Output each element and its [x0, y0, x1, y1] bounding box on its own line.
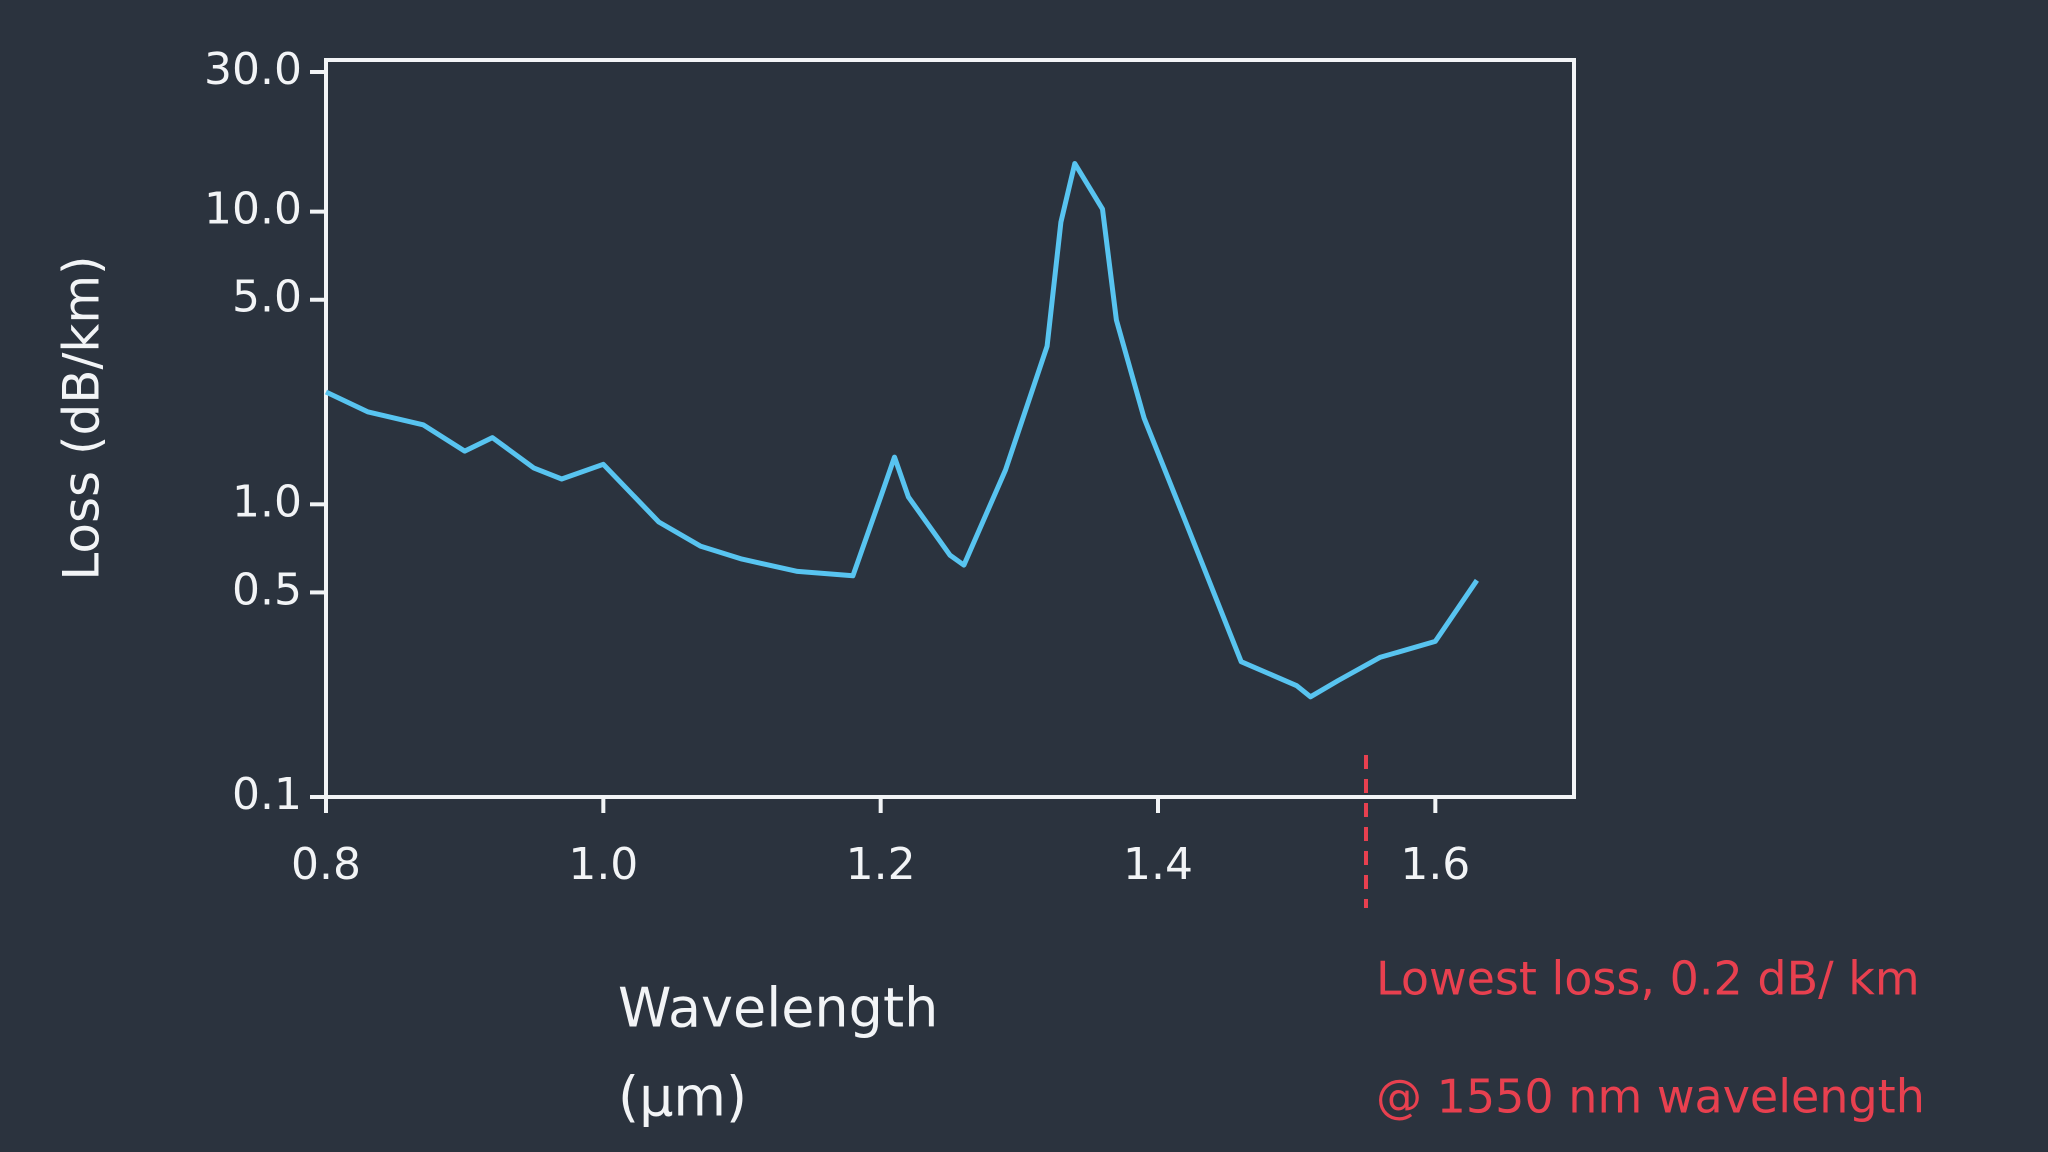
y-tick-label: 5.0 [232, 272, 302, 323]
annotation-text: Lowest loss, 0.2 dB/ km [1376, 952, 1920, 1006]
plot-frame [324, 58, 1576, 799]
y-tick-label: 0.1 [232, 769, 302, 820]
x-tick-label: 1.0 [568, 839, 638, 890]
x-tick-label: 1.4 [1123, 839, 1193, 890]
y-tick-label: 30.0 [204, 44, 302, 95]
loss-curve [324, 161, 1479, 700]
y-tick-label: 0.5 [232, 564, 302, 615]
x-tick-label: 1.2 [846, 839, 916, 890]
x-tick-label: 1.6 [1400, 839, 1470, 890]
y-tick-label: 1.0 [232, 476, 302, 527]
x-tick-label: 0.8 [291, 839, 361, 890]
y-tick-label: 10.0 [204, 184, 302, 235]
x-axis-unit: (µm) [618, 1066, 747, 1129]
x-axis-label: Wavelength [618, 977, 938, 1040]
annotation-text: @ 1550 nm wavelength [1376, 1070, 1925, 1124]
y-axis-label: Loss (dB/km) [53, 255, 111, 580]
